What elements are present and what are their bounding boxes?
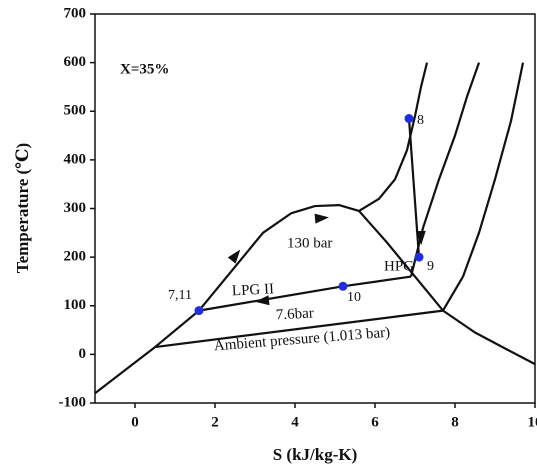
x-tick-label: 6 [371, 414, 379, 430]
y-tick-label: 100 [64, 297, 87, 313]
arrowhead [314, 213, 329, 224]
arrowhead [227, 249, 241, 264]
curve [154, 309, 444, 349]
annotation: 130 bar [287, 235, 332, 251]
annotation: HPG [384, 258, 414, 274]
y-tick-label: 700 [64, 5, 87, 21]
x-tick-label: 4 [291, 414, 299, 430]
y-tick-label: 500 [64, 103, 87, 119]
curve [358, 62, 429, 212]
annotation: X=35% [120, 61, 169, 77]
point-label: 8 [417, 113, 424, 128]
y-axis-label: Temperature (℃) [13, 143, 32, 273]
y-tick-label: -100 [59, 394, 87, 410]
y-tick-label: 600 [64, 54, 87, 70]
x-axis-label: S (kJ/kg-K) [273, 445, 358, 464]
curve [358, 210, 536, 366]
x-tick-label: 8 [451, 414, 459, 430]
arrowhead [255, 295, 270, 306]
state-point [338, 281, 348, 291]
curve [442, 62, 525, 312]
curve [94, 203, 360, 395]
curve [407, 118, 421, 258]
y-tick-label: 200 [64, 249, 87, 265]
x-tick-label: 10 [528, 414, 537, 430]
state-point [194, 306, 204, 316]
annotation: 7.6bar [276, 305, 315, 323]
x-tick-label: 0 [131, 414, 139, 430]
point-label: 9 [427, 259, 434, 274]
state-point [404, 114, 414, 124]
annotation: LPG II [232, 281, 275, 299]
y-tick-label: 300 [64, 200, 87, 216]
arrowhead [415, 230, 426, 245]
y-tick-label: 0 [79, 346, 87, 362]
y-tick-label: 400 [64, 151, 87, 167]
state-point [414, 252, 424, 262]
point-label: 10 [347, 290, 361, 305]
x-tick-label: 2 [211, 414, 219, 430]
point-label: 7,11 [168, 288, 192, 303]
